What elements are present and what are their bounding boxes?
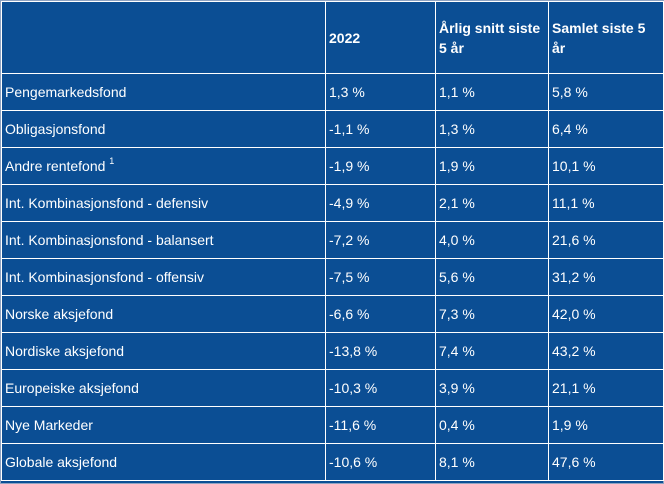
table-row: Int. Kombinasjonsfond - defensiv -4,9 % 2,… — [1, 184, 664, 222]
fund-type-cell: Int. Kombinasjonsfond - defensiv — [1, 184, 326, 222]
annual-avg-5y-cell: 7,3 % — [435, 295, 549, 333]
total-5y-cell: 31,2 % — [548, 258, 664, 296]
fund-type-cell: Obligasjonsfond — [1, 110, 326, 148]
header-row: 2022 Årlig snitt siste 5 år Samlet siste… — [1, 1, 664, 74]
fund-type-label: Obligasjonsfond — [5, 121, 106, 137]
table-row: Nye Markeder -11,6 % 0,4 % 1,9 % — [1, 406, 664, 444]
annual-avg-5y-cell: 8,1 % — [435, 443, 549, 481]
fund-type-label: Int. Kombinasjonsfond - balansert — [5, 232, 214, 248]
annual-avg-5y-cell: 0,4 % — [435, 406, 549, 444]
return-2022-cell: -10,3 % — [325, 369, 436, 407]
header-total-5y: Samlet siste 5 år — [548, 1, 664, 74]
total-5y-cell: 10,1 % — [548, 147, 664, 185]
total-5y-cell: 43,2 % — [548, 332, 664, 370]
fund-type-label: Europeiske aksjefond — [5, 380, 139, 396]
table-row: Int. Kombinasjonsfond - balansert -7,2 % 4… — [1, 221, 664, 259]
annual-avg-5y-cell: 2,1 % — [435, 184, 549, 222]
total-5y-cell: 1,9 % — [548, 406, 664, 444]
return-2022-cell: -7,5 % — [325, 258, 436, 296]
table-header: 2022 Årlig snitt siste 5 år Samlet siste… — [1, 1, 664, 74]
return-2022-cell: -11,6 % — [325, 406, 436, 444]
annual-avg-5y-cell: 7,4 % — [435, 332, 549, 370]
fund-type-label: Norske aksjefond — [5, 306, 114, 322]
return-2022-cell: -7,2 % — [325, 221, 436, 259]
table-row: Int. Kombinasjonsfond - offensiv -7,5 % 5,… — [1, 258, 664, 296]
annual-avg-5y-cell: 1,9 % — [435, 147, 549, 185]
fund-type-cell: Norske aksjefond — [1, 295, 326, 333]
total-5y-cell: 47,6 % — [548, 443, 664, 481]
fund-type-cell: Pengemarkedsfond — [1, 73, 326, 111]
fund-type-label: Globale aksjefond — [5, 454, 118, 470]
fund-type-cell: Globale aksjefond — [1, 443, 326, 481]
fund-type-label: Andre rentefond — [5, 158, 106, 174]
annual-avg-5y-cell: 1,3 % — [435, 110, 549, 148]
annual-avg-5y-cell: 1,1 % — [435, 73, 549, 111]
fund-type-cell: Int. Kombinasjonsfond - balansert — [1, 221, 326, 259]
annual-avg-5y-cell: 3,9 % — [435, 369, 549, 407]
header-fund-type — [1, 1, 326, 74]
table-row: Pengemarkedsfond 1,3 % 1,1 % 5,8 % — [1, 73, 664, 111]
return-2022-cell: -10,6 % — [325, 443, 436, 481]
return-2022-cell: 1,3 % — [325, 73, 436, 111]
fund-type-label: Pengemarkedsfond — [5, 84, 127, 100]
annual-avg-5y-cell: 4,0 % — [435, 221, 549, 259]
header-annual-avg-5y: Årlig snitt siste 5 år — [435, 1, 549, 74]
fund-type-label: Int. Kombinasjonsfond - defensiv — [5, 195, 209, 211]
table-body: Pengemarkedsfond 1,3 % 1,1 % 5,8 % Obligasjo… — [1, 73, 664, 481]
fund-type-cell: Nordiske aksjefond — [1, 332, 326, 370]
return-2022-cell: -4,9 % — [325, 184, 436, 222]
table-row: Europeiske aksjefond -10,3 % 3,9 % 21,1 % — [1, 369, 664, 407]
fund-type-label: Nye Markeder — [5, 417, 93, 433]
table-row: Nordiske aksjefond -13,8 % 7,4 % 43,2 % — [1, 332, 664, 370]
total-5y-cell: 21,1 % — [548, 369, 664, 407]
total-5y-cell: 6,4 % — [548, 110, 664, 148]
table-row: Obligasjonsfond -1,1 % 1,3 % 6,4 % — [1, 110, 664, 148]
return-2022-cell: -1,1 % — [325, 110, 436, 148]
fund-type-label: Nordiske aksjefond — [5, 343, 125, 359]
total-5y-cell: 21,6 % — [548, 221, 664, 259]
return-2022-cell: -6,6 % — [325, 295, 436, 333]
table-row: Globale aksjefond -10,6 % 8,1 % 47,6 % — [1, 443, 664, 481]
total-5y-cell: 5,8 % — [548, 73, 664, 111]
fund-type-cell: Int. Kombinasjonsfond - offensiv — [1, 258, 326, 296]
total-5y-cell: 11,1 % — [548, 184, 664, 222]
fund-type-cell: Andre rentefond 1 — [1, 147, 326, 185]
return-2022-cell: -1,9 % — [325, 147, 436, 185]
footnote-marker: 1 — [109, 156, 115, 166]
total-5y-cell: 42,0 % — [548, 295, 664, 333]
table-row: Norske aksjefond -6,6 % 7,3 % 42,0 % — [1, 295, 664, 333]
return-2022-cell: -13,8 % — [325, 332, 436, 370]
header-2022: 2022 — [325, 1, 436, 74]
annual-avg-5y-cell: 5,6 % — [435, 258, 549, 296]
fund-type-cell: Europeiske aksjefond — [1, 369, 326, 407]
fund-type-cell: Nye Markeder — [1, 406, 326, 444]
fund-type-label: Int. Kombinasjonsfond - offensiv — [5, 269, 204, 285]
table-row: Andre rentefond 1 -1,9 % 1,9 % 10,1 % — [1, 147, 664, 185]
